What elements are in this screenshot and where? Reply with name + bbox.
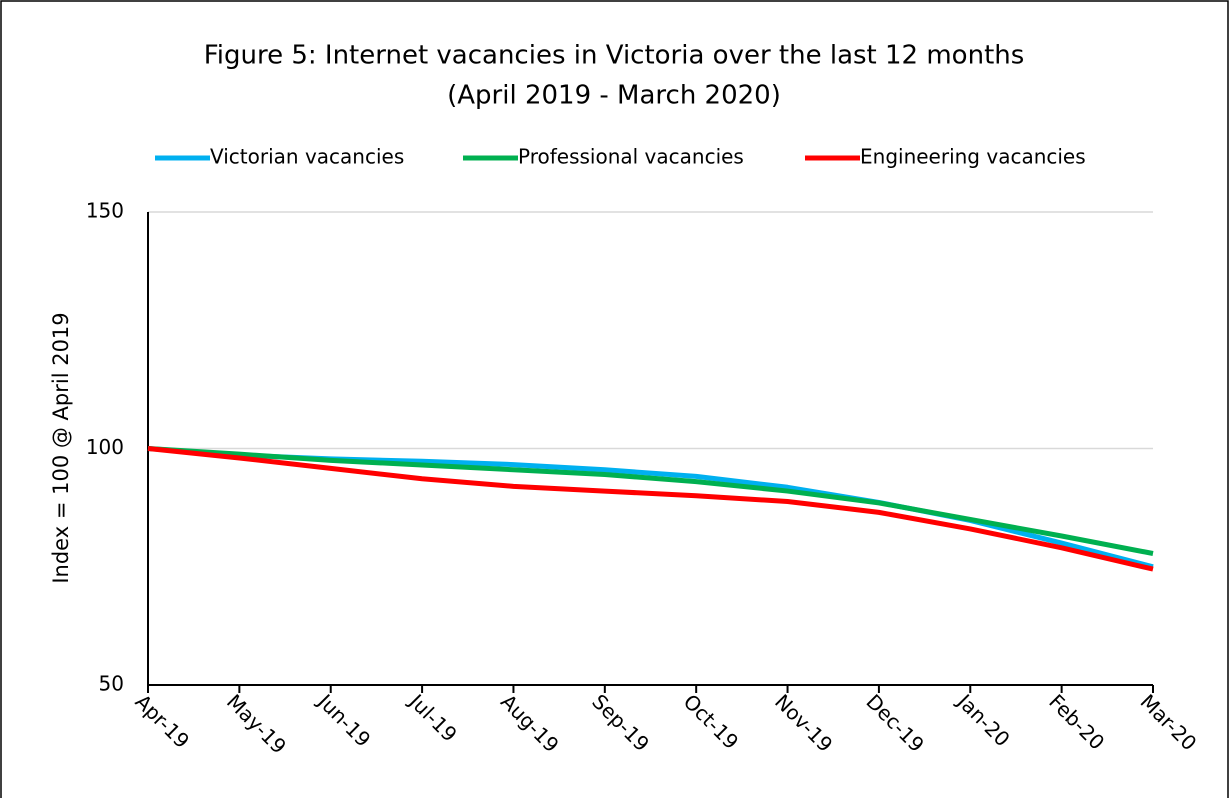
series-line xyxy=(147,446,1154,572)
y-tick-label: 150 xyxy=(86,199,124,223)
y-tick-label: 100 xyxy=(86,435,124,459)
legend-label: Engineering vacancies xyxy=(860,145,1086,169)
chart-subtitle: (April 2019 - March 2020) xyxy=(447,81,781,111)
series-line xyxy=(147,446,1154,556)
y-tick-label: 50 xyxy=(99,672,124,696)
y-axis-label: Index = 100 @ April 2019 xyxy=(49,312,73,583)
legend-label: Professional vacancies xyxy=(518,145,744,169)
legend-label: Victorian vacancies xyxy=(210,145,404,169)
chart-title: Figure 5: Internet vacancies in Victoria… xyxy=(204,41,1025,71)
